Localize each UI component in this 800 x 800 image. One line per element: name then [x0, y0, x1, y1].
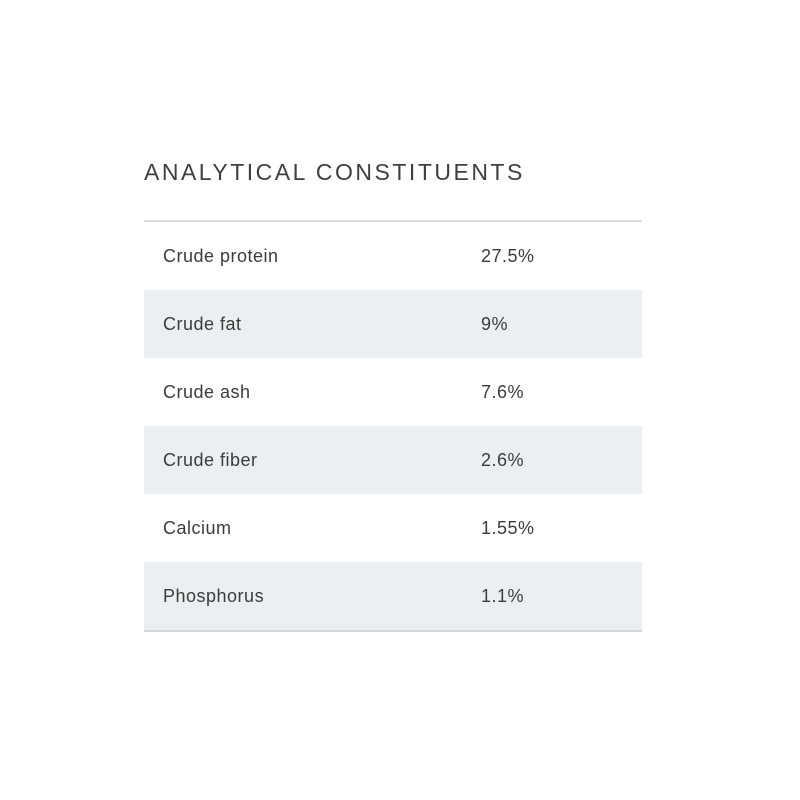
row-label: Crude ash: [163, 381, 251, 402]
table-row: Crude ash 7.6%: [144, 358, 642, 426]
row-label: Crude fiber: [163, 449, 258, 470]
constituents-table: Crude protein 27.5% Crude fat 9% Crude a…: [144, 222, 642, 632]
table-row: Phosphorus 1.1%: [144, 562, 642, 630]
row-label: Crude fat: [163, 313, 242, 334]
row-value: 1.1%: [481, 585, 525, 606]
row-value: 9%: [481, 313, 509, 334]
row-value: 2.6%: [481, 449, 525, 470]
table-row: Calcium 1.55%: [144, 494, 642, 562]
row-value: 7.6%: [481, 381, 525, 402]
section-title: ANALYTICAL CONSTITUENTS: [144, 159, 525, 185]
table-row: Crude fiber 2.6%: [144, 426, 642, 494]
section-divider: [144, 220, 642, 222]
analytical-constituents-section: ANALYTICAL CONSTITUENTS Crude protein 27…: [144, 158, 642, 632]
table-row: Crude fat 9%: [144, 290, 642, 358]
row-value: 1.55%: [481, 517, 535, 538]
table-row: Crude protein 27.5%: [144, 222, 642, 290]
row-label: Calcium: [163, 517, 232, 538]
row-label: Phosphorus: [163, 585, 265, 606]
row-value: 27.5%: [481, 245, 535, 266]
row-label: Crude protein: [163, 245, 279, 266]
